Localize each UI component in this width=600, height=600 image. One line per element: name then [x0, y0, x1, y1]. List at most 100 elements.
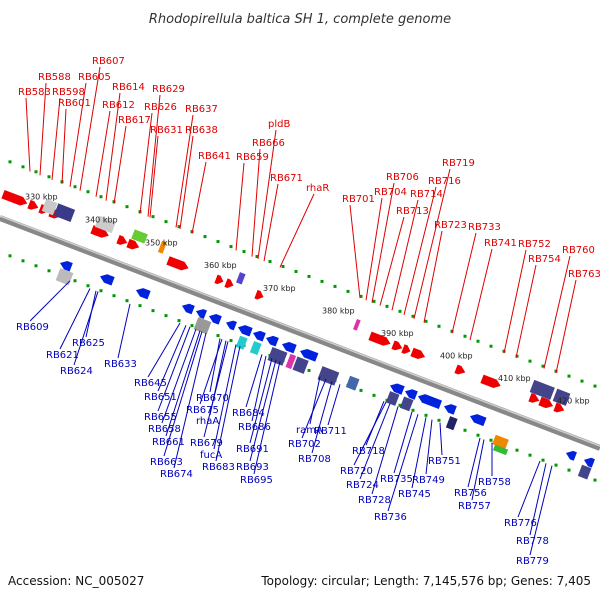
ruler-dot	[398, 403, 402, 407]
label-leader	[147, 94, 161, 217]
ruler-dot	[593, 384, 597, 388]
gene-shape	[391, 340, 403, 351]
gene-shape	[226, 320, 237, 331]
reverse-gene-arrow	[136, 288, 151, 300]
gene-label: RB598	[52, 87, 85, 98]
gene-shape	[236, 272, 246, 285]
gene-box	[353, 318, 361, 331]
gene-label: RB749	[412, 475, 445, 486]
ruler-dot	[528, 359, 532, 363]
gene-label: ramA	[296, 425, 323, 436]
gene-shape	[553, 402, 565, 413]
gene-shape	[235, 335, 248, 350]
gene-label: RB601	[58, 98, 91, 109]
gene-shape	[116, 235, 128, 245]
gene-label: RB711	[314, 426, 347, 437]
gene-label: RB724	[346, 480, 379, 491]
ruler-dot	[151, 309, 155, 313]
label-leader	[257, 129, 277, 259]
gene-shape	[193, 317, 212, 335]
gene-shape	[444, 404, 457, 415]
label-leader	[555, 279, 577, 374]
gene-label: RB607	[92, 56, 125, 67]
label-leader	[467, 437, 481, 488]
ruler-dot	[86, 190, 90, 194]
ruler-dot	[476, 339, 480, 343]
gene-shape	[131, 229, 148, 244]
label-leader	[439, 422, 443, 456]
gene-box	[41, 198, 58, 216]
gene-shape	[410, 347, 426, 359]
forward-gene-arrow	[90, 225, 109, 238]
gene-shape	[528, 392, 540, 403]
ruler-dot	[138, 304, 142, 308]
label-leader	[179, 135, 194, 230]
gene-box	[399, 396, 414, 412]
ruler-dot	[164, 314, 168, 318]
label-leader	[411, 417, 427, 489]
reverse-gene-arrow	[209, 314, 222, 325]
gene-shape	[267, 346, 288, 366]
gene-box	[445, 416, 458, 431]
gene-shape	[94, 215, 116, 234]
forward-gene-arrow	[27, 199, 39, 210]
gene-label: RB655	[144, 412, 177, 423]
gene-label: RB713	[396, 206, 429, 217]
gene-shape	[385, 391, 400, 406]
ruler-dot	[372, 393, 376, 397]
genome-backbone	[0, 215, 600, 451]
scale-label: 330 kbp	[25, 193, 58, 202]
label-leader	[79, 66, 101, 191]
gene-label: RB779	[516, 556, 549, 567]
gene-label: RB763	[568, 269, 600, 280]
forward-gene-arrow	[410, 347, 426, 359]
label-leader	[391, 199, 419, 311]
gene-box	[492, 444, 509, 456]
ruler-dot	[216, 334, 220, 338]
label-leader	[327, 384, 341, 426]
gene-box	[53, 203, 76, 222]
gene-shape	[401, 344, 411, 354]
gene-shape	[196, 309, 207, 319]
label-leader	[61, 108, 67, 184]
ruler-dot	[489, 344, 493, 348]
reverse-gene-arrow	[444, 404, 457, 415]
gene-label: RB714	[410, 189, 443, 200]
gene-label: RB605	[78, 72, 111, 83]
forward-gene-arrow	[254, 289, 264, 300]
gene-label: RB756	[454, 488, 487, 499]
label-leader	[95, 110, 111, 197]
label-leader	[149, 135, 159, 218]
gene-label: RB663	[150, 457, 183, 468]
ruler-dot	[216, 240, 220, 244]
gene-label: fucA	[200, 450, 222, 461]
gene-box	[249, 340, 262, 356]
gene-label: RB674	[160, 469, 193, 480]
gene-label: RB666	[252, 138, 285, 149]
ruler-dot	[164, 220, 168, 224]
gene-label: RB733	[468, 222, 501, 233]
ruler-dot	[34, 170, 38, 174]
scale-label: 390 kbp	[381, 329, 414, 338]
label-leader	[253, 361, 281, 475]
ruler-dot	[567, 374, 571, 378]
backbone-line	[0, 215, 600, 451]
forward-gene-arrow	[116, 235, 128, 245]
reverse-gene-arrow	[100, 274, 115, 286]
ruler-dot	[580, 379, 584, 383]
forward-gene-arrow	[368, 331, 391, 346]
ruler-dot	[489, 438, 493, 442]
ruler-dot	[554, 463, 558, 467]
gene-box	[345, 375, 360, 391]
label-leader	[515, 264, 537, 358]
label-leader	[353, 401, 387, 466]
gene-box	[94, 215, 116, 234]
reverse-gene-arrow	[390, 383, 405, 395]
gene-shape	[317, 366, 340, 386]
gene-shape	[418, 394, 443, 410]
label-leader	[249, 358, 273, 444]
gene-label: RB695	[240, 475, 273, 486]
gene-shape	[552, 388, 571, 406]
gene-shape	[53, 203, 76, 222]
reverse-gene-arrow	[418, 394, 443, 410]
